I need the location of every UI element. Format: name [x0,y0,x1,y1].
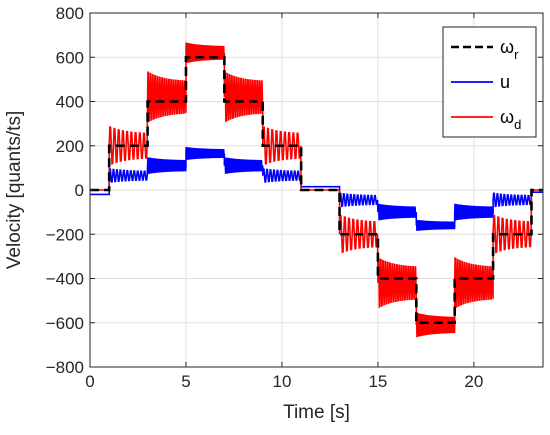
axes: 0 5 10 15 20 −800 −600 −400 −200 0 200 400 600 800 [46,4,544,391]
x-tick-label: 10 [272,372,291,391]
series-line-r [90,55,543,325]
y-tick-label: 200 [56,137,84,156]
series-line-u [90,146,543,232]
x-axis-label: Time [s] [283,402,350,423]
x-tick-label: 20 [464,372,483,391]
series-group [90,42,543,338]
x-tick-label: 15 [368,372,387,391]
y-tick-label: −200 [46,225,84,244]
y-tick-label: −400 [46,270,84,289]
y-tick-label: 0 [75,181,84,200]
y-tick-label: 800 [56,4,84,23]
legend-label-d: ωd [500,107,521,132]
legend-label-u: u [500,72,510,92]
y-tick-label: 600 [56,48,84,67]
y-tick-label: −600 [46,314,84,333]
y-tick-label: −800 [46,358,84,377]
x-tick-label: 5 [181,372,190,391]
y-axis-label: Velocity [quants/ts] [4,111,25,269]
x-tick-label: 0 [85,372,94,391]
y-tick-label: 400 [56,93,84,112]
legend: ωr u ωd [442,26,537,138]
legend-label-r: ωr [500,37,519,62]
